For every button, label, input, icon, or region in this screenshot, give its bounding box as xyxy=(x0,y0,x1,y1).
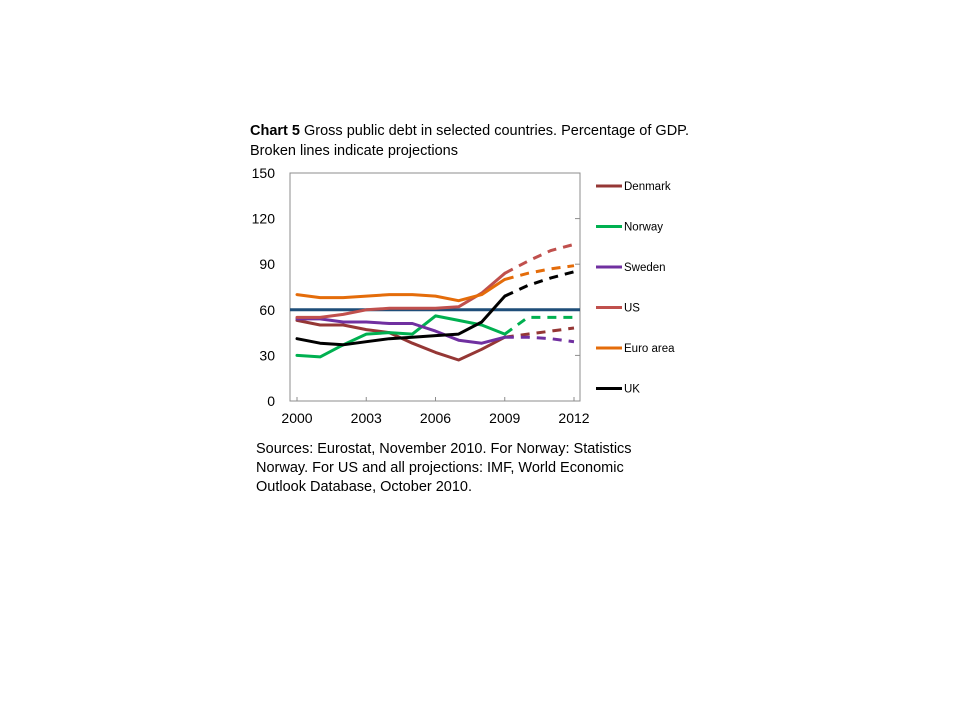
legend-label-norway: Norway xyxy=(624,222,663,234)
y-tick-label: 60 xyxy=(259,302,275,318)
legend-label-uk: UK xyxy=(624,384,640,396)
y-tick-label: 0 xyxy=(267,393,275,409)
series-line-uk xyxy=(295,294,507,347)
x-tick-label: 2006 xyxy=(420,410,451,426)
chart-title-text: Gross public debt in selected countries.… xyxy=(250,123,689,159)
series-projection-uk xyxy=(504,270,575,298)
plot-frame xyxy=(289,172,581,402)
series-projection-norway xyxy=(503,315,574,336)
x-axis: 2000 2003 2006 2009 2012 xyxy=(281,397,590,426)
series-projection-sweden xyxy=(504,335,575,344)
chart-title: Chart 5 Gross public debt in selected co… xyxy=(250,121,690,161)
x-tick-label: 2000 xyxy=(281,410,312,426)
y-tick-label: 120 xyxy=(252,211,276,227)
series-line-euro-area xyxy=(295,277,507,303)
series-line-sweden xyxy=(295,317,507,345)
plot-area xyxy=(289,172,581,402)
series-line-norway xyxy=(295,314,507,359)
x-tick-label: 2009 xyxy=(489,410,520,426)
series-projection-us xyxy=(504,242,575,275)
y-tick-label: 90 xyxy=(259,256,275,272)
series-line-us xyxy=(295,271,507,319)
chart-title-lead: Chart 5 xyxy=(250,123,300,139)
y-tick-label: 30 xyxy=(259,347,275,363)
legend-label-denmark: Denmark xyxy=(624,181,671,193)
legend-label-euro-area: Euro area xyxy=(624,343,675,355)
series-projection-denmark xyxy=(504,326,575,339)
x-tick-label: 2003 xyxy=(351,410,382,426)
legend-label-us: US xyxy=(624,303,640,315)
legend: Denmark Norway Sweden US Euro area UK xyxy=(596,181,675,396)
y-axis: 0 30 60 90 120 150 xyxy=(252,165,580,409)
series-projection-euro-area xyxy=(504,264,575,281)
x-tick-label: 2012 xyxy=(558,410,589,426)
series-lines xyxy=(295,242,575,362)
legend-label-sweden: Sweden xyxy=(624,262,666,274)
y-tick-label: 150 xyxy=(252,165,276,181)
source-note: Sources: Eurostat, November 2010. For No… xyxy=(256,441,632,495)
